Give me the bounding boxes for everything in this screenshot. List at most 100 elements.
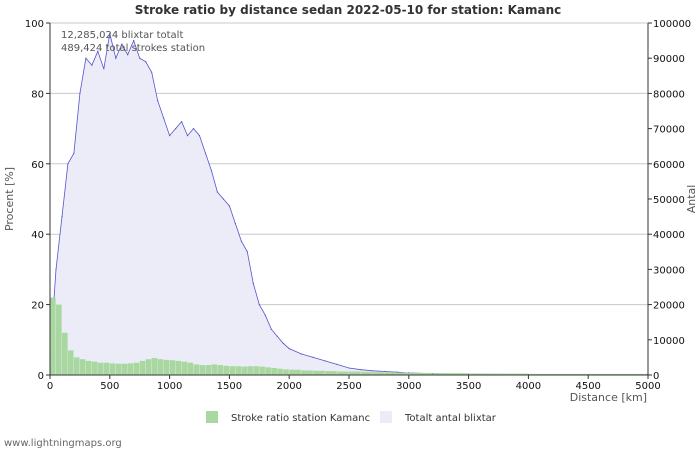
stroke-ratio-bar (468, 373, 528, 375)
stroke-ratio-bar (169, 360, 176, 375)
annotation-total: 12,285,024 blixtar totalt (61, 30, 183, 41)
total-strikes-point (192, 128, 195, 130)
stroke-ratio-bar (103, 362, 110, 375)
stroke-ratio-bar (301, 370, 313, 375)
chart-title: Stroke ratio by distance sedan 2022-05-1… (135, 3, 561, 17)
total-strikes-point (109, 33, 111, 35)
total-strikes-point (163, 117, 165, 119)
stroke-ratio-bar (139, 360, 146, 375)
x-tick-label: 500 (100, 381, 119, 392)
total-strikes-point (384, 370, 386, 373)
total-strikes-point (282, 342, 284, 344)
total-strikes-point (157, 99, 159, 101)
stroke-ratio-bar (175, 360, 182, 375)
total-strikes-point (300, 353, 302, 355)
stroke-ratio-bar (133, 362, 140, 375)
stroke-ratio-bar (253, 366, 259, 375)
stroke-ratio-bar (277, 368, 283, 375)
y-axis-right-title: Antal (685, 185, 698, 214)
stroke-ratio-bar (223, 365, 229, 375)
total-strikes-point (181, 121, 183, 123)
stroke-ratio-bars (50, 297, 649, 375)
total-strikes-point (103, 68, 105, 70)
total-strikes-point (186, 135, 189, 137)
stroke-ratio-bar (67, 350, 74, 375)
total-strikes-point (121, 43, 123, 45)
stroke-ratio-bar (408, 372, 433, 375)
y-right-tick-label: 90000 (653, 54, 685, 65)
stroke-ratio-bar (151, 358, 158, 375)
total-strikes-line (49, 33, 649, 376)
total-strikes-point (204, 152, 207, 154)
x-tick-label: 1500 (217, 381, 242, 392)
y-left-tick-label: 60 (31, 160, 44, 171)
x-tick-label: 3500 (456, 381, 481, 392)
stroke-ratio-bar (271, 368, 277, 375)
y-right-tick-label: 80000 (653, 89, 685, 100)
footer-credit: www.lightningmaps.org (4, 438, 122, 449)
total-strikes-point (336, 363, 338, 365)
y-right-tick-label: 0 (653, 371, 659, 382)
stroke-ratio-bar (85, 360, 92, 375)
stroke-ratio-bar (91, 361, 98, 375)
stroke-ratio-bar (62, 332, 68, 375)
total-strikes-point (228, 205, 230, 207)
y-right-tick-label: 60000 (653, 160, 685, 171)
stroke-ratio-bar (217, 365, 223, 375)
y-right-tick-label: 30000 (653, 265, 685, 276)
x-tick-label: 5000 (635, 381, 660, 392)
stroke-ratio-bar (313, 370, 325, 375)
total-strikes-point (127, 54, 129, 56)
stroke-ratio-bar (163, 359, 170, 375)
total-strikes-point (67, 163, 69, 165)
total-strikes-point (169, 135, 171, 137)
total-strikes-point (324, 360, 326, 362)
total-strikes-point (115, 57, 117, 59)
x-tick-label: 0 (47, 381, 53, 392)
y-right-tick-label: 20000 (653, 301, 685, 312)
stroke-ratio-bar (247, 366, 253, 375)
stroke-ratio-bar (73, 357, 80, 375)
stroke-ratio-bar (289, 369, 301, 375)
stroke-ratio-bar (56, 304, 62, 375)
total-strikes-point (276, 335, 278, 337)
stroke-ratio-bar (396, 372, 409, 375)
stroke-ratio-bar (181, 361, 188, 375)
stroke-ratio-bar (199, 365, 206, 375)
y-right-tick-label: 10000 (653, 336, 685, 347)
legend-swatch-total (380, 411, 392, 423)
y-right-tick-label: 100000 (653, 19, 691, 30)
stroke-ratio-bar (588, 373, 648, 375)
total-strikes-point (288, 348, 290, 350)
total-strikes-point (91, 64, 93, 66)
stroke-ratio-bar (115, 363, 122, 375)
stroke-ratio-bar (349, 371, 361, 375)
y-right-tick-label: 70000 (653, 125, 685, 136)
x-tick-label: 4000 (516, 381, 541, 392)
total-strikes-point (61, 216, 63, 218)
total-strikes-point (145, 61, 147, 63)
total-strikes-point (240, 240, 242, 242)
stroke-ratio-bar (235, 366, 241, 375)
stroke-ratio-bar (157, 359, 164, 375)
total-strikes-point (175, 128, 177, 130)
total-strikes-point (312, 356, 314, 358)
total-strikes-point (264, 314, 266, 316)
stroke-ratio-bar (211, 364, 218, 375)
total-strikes-point (258, 304, 260, 306)
total-strikes-point (234, 223, 236, 225)
stroke-ratio-bar (79, 359, 86, 375)
total-strikes-point (216, 191, 218, 193)
y-left-tick-label: 0 (38, 371, 44, 382)
total-strikes-point (246, 251, 248, 253)
stroke-ratio-bar (337, 371, 349, 375)
y-left-tick-label: 80 (31, 89, 44, 100)
total-strikes-point (210, 170, 213, 172)
stroke-ratio-bar (205, 365, 212, 375)
total-strikes-point (252, 282, 254, 285)
stroke-ratio-bar (528, 373, 588, 375)
y-right-tick-label: 40000 (653, 230, 685, 241)
legend-label-ratio: Stroke ratio station Kamanc (231, 413, 370, 424)
total-strikes-point (73, 152, 75, 154)
